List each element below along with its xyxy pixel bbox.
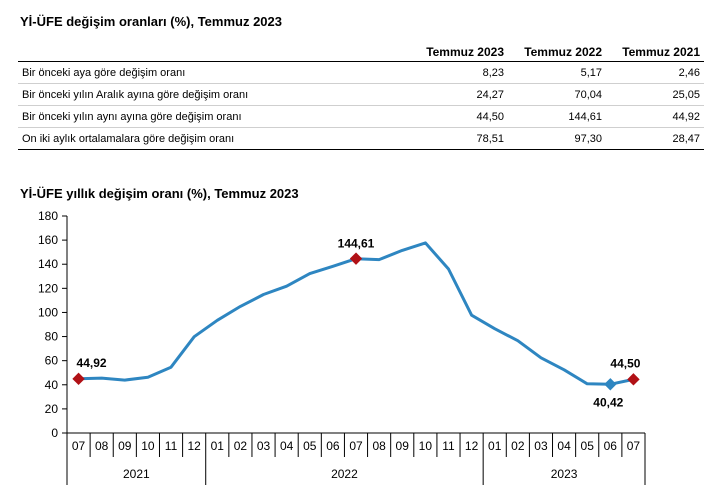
table-title: Yİ-ÜFE değişim oranları (%), Temmuz 2023 — [20, 14, 282, 29]
header-temmuz-2023: Temmuz 2023 — [410, 42, 508, 62]
year-label: 2021 — [123, 467, 150, 481]
cell-value: 8,23 — [410, 61, 508, 84]
table-row: Bir önceki aya göre değişim oranı 8,23 5… — [18, 61, 704, 84]
cell-value: 44,92 — [606, 105, 704, 128]
x-tick-label: 07 — [72, 439, 86, 453]
y-tick-label: 0 — [51, 426, 58, 440]
y-tick-label: 60 — [45, 354, 59, 368]
x-tick-label: 08 — [95, 439, 109, 453]
x-tick-label: 09 — [396, 439, 410, 453]
y-tick-label: 80 — [45, 330, 59, 344]
table-row: On iki aylık ortalamalara göre değişim o… — [18, 127, 704, 150]
x-tick-label: 02 — [234, 439, 248, 453]
row-label: Bir önceki yılın aynı ayına göre değişim… — [18, 105, 410, 128]
header-blank — [18, 42, 410, 62]
x-tick-label: 07 — [627, 439, 641, 453]
header-temmuz-2021: Temmuz 2021 — [606, 42, 704, 62]
row-label: Bir önceki yılın Aralık ayına göre değiş… — [18, 83, 410, 106]
y-tick-label: 120 — [38, 281, 58, 295]
row-label: Bir önceki aya göre değişim oranı — [18, 61, 410, 84]
table-row: Bir önceki yılın Aralık ayına göre değiş… — [18, 83, 704, 106]
x-tick-label: 10 — [141, 439, 155, 453]
rates-table: Temmuz 2023 Temmuz 2022 Temmuz 2021 Bir … — [18, 42, 704, 150]
x-tick-label: 05 — [581, 439, 595, 453]
x-tick-label: 06 — [604, 439, 618, 453]
cell-value: 28,47 — [606, 127, 704, 150]
data-label: 44,92 — [77, 356, 107, 370]
data-label: 44,50 — [610, 356, 640, 370]
x-tick-label: 09 — [118, 439, 132, 453]
data-point-marker — [627, 373, 640, 386]
x-tick-label: 12 — [465, 439, 479, 453]
year-label: 2022 — [331, 467, 358, 481]
y-tick-label: 100 — [38, 305, 58, 319]
row-label: On iki aylık ortalamalara göre değişim o… — [18, 127, 410, 150]
y-tick-label: 20 — [45, 402, 59, 416]
y-tick-label: 140 — [38, 257, 58, 271]
x-tick-label: 01 — [211, 439, 225, 453]
x-tick-label: 03 — [257, 439, 271, 453]
y-tick-label: 40 — [45, 378, 59, 392]
x-tick-label: 01 — [488, 439, 502, 453]
cell-value: 24,27 — [410, 83, 508, 106]
x-tick-label: 10 — [419, 439, 433, 453]
x-tick-label: 04 — [557, 439, 571, 453]
cell-value: 78,51 — [410, 127, 508, 150]
data-point-marker — [349, 252, 363, 265]
data-point-marker — [72, 372, 85, 386]
data-label: 144,61 — [338, 237, 375, 251]
x-tick-label: 11 — [442, 439, 455, 453]
x-tick-label: 08 — [372, 439, 386, 453]
x-tick-label: 07 — [349, 439, 363, 453]
cell-value: 70,04 — [508, 83, 606, 106]
cell-value: 144,61 — [508, 105, 606, 128]
cell-value: 2,46 — [606, 61, 704, 84]
cell-value: 25,05 — [606, 83, 704, 106]
data-point-marker — [604, 378, 617, 391]
x-tick-label: 12 — [187, 439, 201, 453]
chart-title: Yİ-ÜFE yıllık değişim oranı (%), Temmuz … — [20, 186, 299, 201]
x-tick-label: 05 — [303, 439, 317, 453]
header-temmuz-2022: Temmuz 2022 — [508, 42, 606, 62]
x-tick-label: 06 — [326, 439, 340, 453]
x-tick-label: 11 — [165, 439, 178, 453]
cell-value: 44,50 — [410, 105, 508, 128]
y-tick-label: 160 — [38, 233, 58, 247]
cell-value: 5,17 — [508, 61, 606, 84]
x-tick-label: 04 — [280, 439, 294, 453]
y-tick-label: 180 — [38, 209, 58, 223]
cell-value: 97,30 — [508, 127, 606, 150]
x-tick-label: 03 — [534, 439, 548, 453]
year-label: 2023 — [551, 467, 578, 481]
table-row: Bir önceki yılın aynı ayına göre değişim… — [18, 105, 704, 128]
table-header-row: Temmuz 2023 Temmuz 2022 Temmuz 2021 — [18, 42, 704, 62]
data-label: 40,42 — [593, 395, 623, 409]
x-tick-label: 02 — [511, 439, 525, 453]
